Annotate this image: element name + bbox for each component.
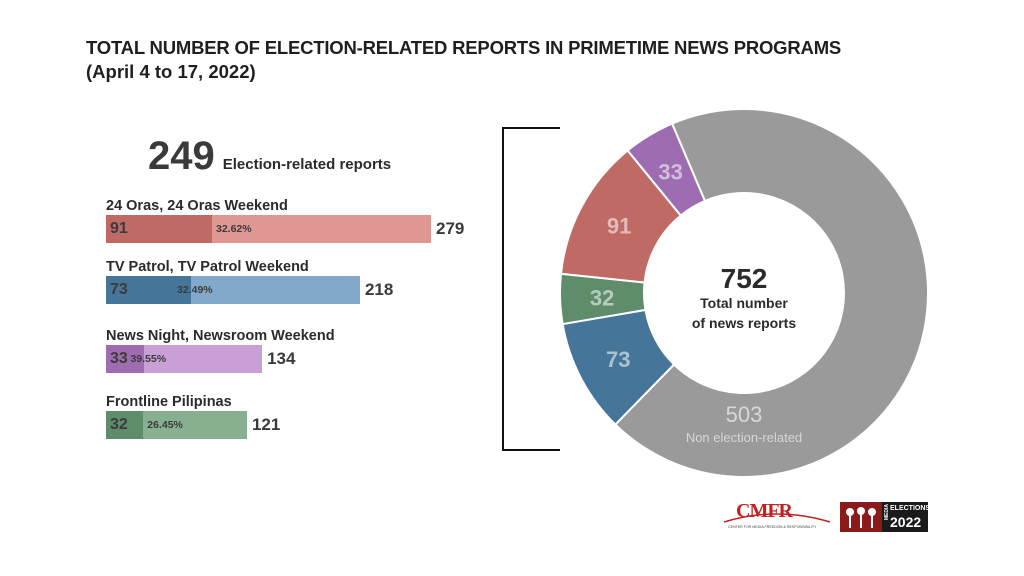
election-total-label: Election-related reports (222, 156, 392, 173)
slice-value-label: 32 (590, 286, 614, 311)
total-reports-value: 279 (436, 219, 465, 238)
election-reports-value: 91 (110, 220, 128, 237)
chart-subtitle: (April 4 to 17, 2022) (86, 61, 256, 82)
slice-value-label: 73 (606, 347, 630, 372)
bracket-connector (502, 127, 560, 451)
total-reports-value: 218 (364, 280, 394, 299)
bar-row: 32 26.45% 121 (106, 411, 280, 439)
election-reports-value: 32 (110, 416, 128, 433)
donut-slice (626, 122, 707, 217)
election-total-value: 249 (148, 134, 215, 178)
media-logo-graphic (840, 502, 882, 532)
slice-value-label: 91 (607, 213, 631, 238)
microphones-icon (846, 507, 876, 528)
bar-row: 91 32.62% 279 (106, 215, 464, 243)
election-reports-bar (106, 411, 144, 439)
media-logo-elections: ELECTIONS (890, 505, 931, 512)
media-logo-year: 2022 (890, 514, 922, 530)
election-reports-bar (106, 276, 192, 304)
donut-center-value: 752 (721, 263, 768, 294)
donut-center-label: of news reports (692, 315, 796, 331)
program-group: Frontline Pilipinas 32 26.45% 121 (106, 393, 280, 439)
donut-center-label: Total number (700, 295, 788, 311)
donut-slice (613, 108, 929, 478)
program-group: News Night, Newsroom Weekend 33 39.55% 134 (106, 327, 335, 373)
program-group: TV Patrol, TV Patrol Weekend 73 32.49% 218 (106, 258, 393, 304)
slice-value-label: 503 (726, 402, 763, 427)
election-reports-bar (106, 215, 212, 243)
media-elections-logo: MEDIA ELECTIONS 2022 (840, 502, 931, 532)
election-reports-value: 73 (110, 281, 128, 298)
cmfr-logo-text: CMFR (736, 500, 793, 522)
cmfr-swoosh-icon (723, 513, 831, 523)
program-name: TV Patrol, TV Patrol Weekend (106, 259, 309, 275)
election-percent-label: 26.45% (147, 419, 183, 431)
bar-row: 33 39.55% 134 (106, 345, 335, 373)
election-percent-label: 32.49% (177, 284, 213, 296)
program-name: Frontline Pilipinas (106, 394, 232, 410)
slice-value-label: 33 (658, 159, 682, 184)
program-group: 24 Oras, 24 Oras Weekend 91 32.62% 279 (106, 197, 464, 243)
election-total: 249 Election-related reports (148, 134, 391, 179)
election-percent-label: 32.62% (216, 223, 252, 235)
slice-sublabel: Non election-related (686, 430, 802, 445)
donut-chart: 503 Non election-related 73 32 91 33 752Total … (559, 108, 929, 478)
cmfr-logo: CMFR CENTER FOR MEDIA FREEDOM & RESPONSI… (722, 500, 832, 534)
bar-row: 73 32.49% 218 (106, 276, 393, 304)
election-percent-label: 39.55% (130, 353, 167, 365)
cmfr-logo-subtext: CENTER FOR MEDIA FREEDOM & RESPONSIBILIT… (728, 525, 817, 529)
chart-title: TOTAL NUMBER OF ELECTION-RELATED REPORTS… (86, 37, 842, 58)
program-name: News Night, Newsroom Weekend (106, 328, 335, 344)
program-name: 24 Oras, 24 Oras Weekend (106, 198, 288, 214)
election-reports-bar (106, 345, 145, 373)
total-reports-value: 121 (251, 415, 281, 434)
total-reports-value: 134 (267, 349, 296, 368)
election-reports-value: 33 (110, 350, 128, 367)
